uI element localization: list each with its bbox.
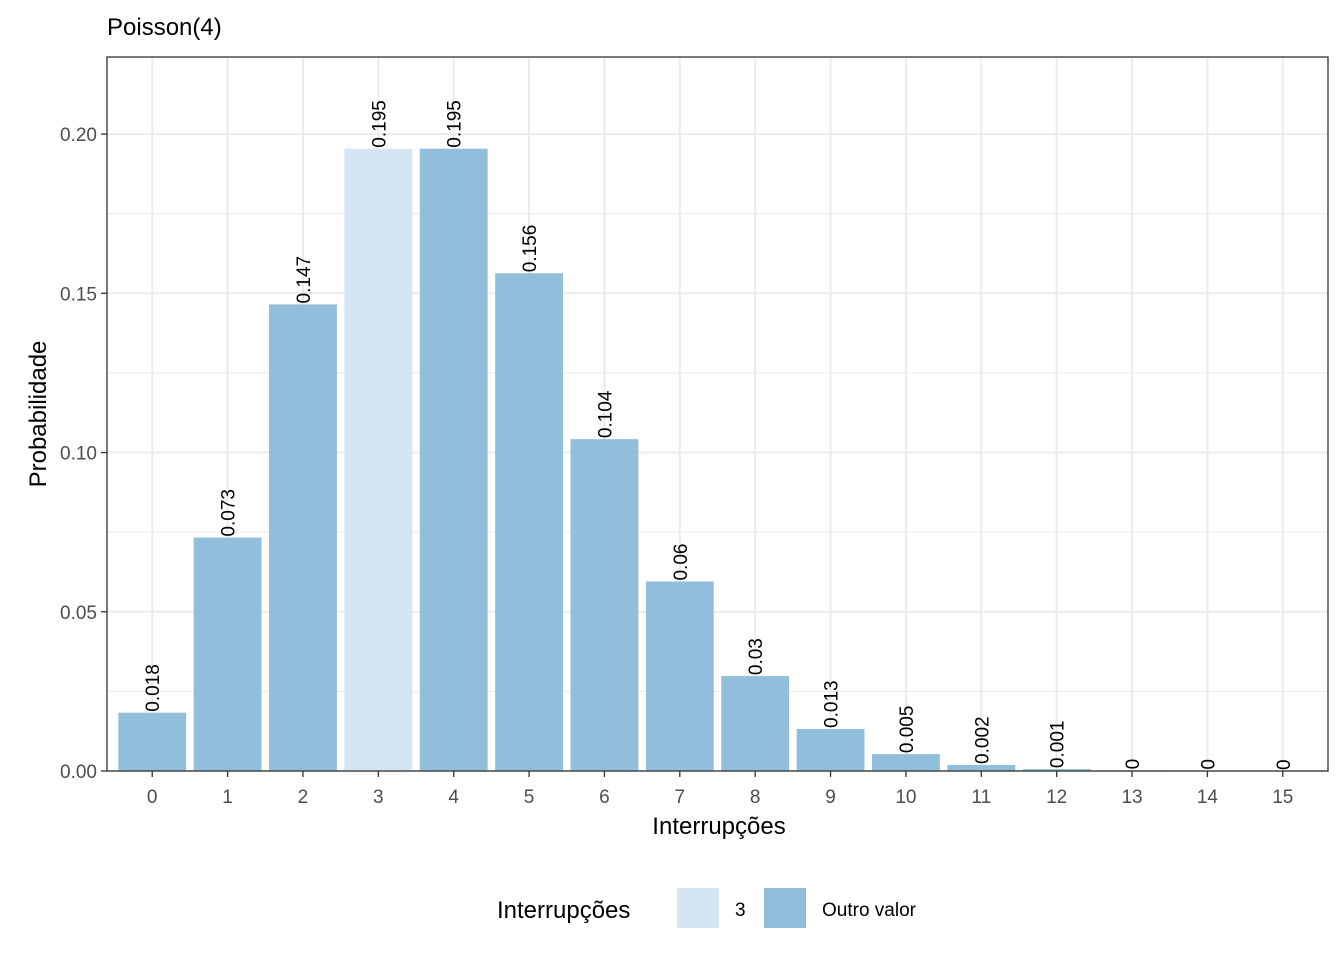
y-axis-title: Probabilidade <box>25 341 52 488</box>
bar-8 <box>721 676 790 771</box>
y-tick-label: 0.10 <box>60 444 97 465</box>
data-label-14: 0 <box>1198 759 1219 770</box>
x-tick-label: 12 <box>1046 787 1067 808</box>
x-tick-label: 13 <box>1121 787 1142 808</box>
data-label-4: 0.195 <box>445 100 466 148</box>
data-label-13: 0 <box>1123 759 1144 770</box>
x-tick-label: 8 <box>750 787 761 808</box>
x-tick-label: 6 <box>599 787 610 808</box>
legend: Interrupções 3 Outro valor <box>497 888 917 928</box>
x-tick-label: 2 <box>298 787 309 808</box>
x-tick-label: 4 <box>448 787 459 808</box>
bar-0 <box>118 712 187 771</box>
x-tick-label: 9 <box>825 787 836 808</box>
x-tick-label: 7 <box>675 787 686 808</box>
x-tick-label: 0 <box>147 787 158 808</box>
x-tick-label: 5 <box>524 787 535 808</box>
data-label-7: 0.06 <box>671 544 692 581</box>
legend-title: Interrupções <box>497 897 630 924</box>
data-label-10: 0.005 <box>897 706 918 754</box>
bar-4 <box>419 148 488 771</box>
y-tick-label: 0.05 <box>60 603 97 624</box>
legend-entries: 3 Outro valor <box>677 888 917 928</box>
x-tick-label: 15 <box>1272 787 1293 808</box>
data-label-1: 0.073 <box>219 489 240 537</box>
data-label-11: 0.002 <box>972 716 993 764</box>
bar-1 <box>193 537 262 771</box>
bar-10 <box>872 754 940 771</box>
data-label-8: 0.03 <box>746 638 767 675</box>
y-tick-label: 0.00 <box>60 762 97 783</box>
bar-7 <box>645 581 714 771</box>
data-label-9: 0.013 <box>822 680 843 728</box>
data-label-15: 0 <box>1274 759 1295 770</box>
data-label-3: 0.195 <box>369 100 390 148</box>
bar-9 <box>796 728 865 771</box>
x-axis-title: Interrupções <box>652 813 785 840</box>
x-tick-label: 11 <box>971 787 991 808</box>
x-tick-label: 3 <box>373 787 384 808</box>
bar-12 <box>1022 769 1091 771</box>
y-tick-label: 0.20 <box>60 125 97 146</box>
legend-label-other: Outro valor <box>822 900 917 921</box>
chart-title: Poisson(4) <box>107 14 222 41</box>
data-label-0: 0.018 <box>143 664 164 712</box>
x-tick-label: 10 <box>895 787 916 808</box>
legend-label-highlight: 3 <box>735 900 746 921</box>
bar-5 <box>495 273 563 771</box>
data-label-6: 0.104 <box>595 390 616 438</box>
bar-2 <box>269 304 337 771</box>
x-tick-label: 14 <box>1197 787 1219 808</box>
data-label-12: 0.001 <box>1048 721 1069 769</box>
bar-6 <box>570 439 639 771</box>
y-tick-label: 0.15 <box>60 284 97 305</box>
legend-key-highlight <box>677 888 719 928</box>
bar-11 <box>947 764 1016 771</box>
data-label-5: 0.156 <box>520 225 541 273</box>
panel-border <box>106 56 1329 772</box>
legend-key-other <box>764 888 806 928</box>
bar-3 <box>344 148 413 771</box>
data-label-2: 0.147 <box>294 256 315 304</box>
x-tick-label: 1 <box>222 787 233 808</box>
